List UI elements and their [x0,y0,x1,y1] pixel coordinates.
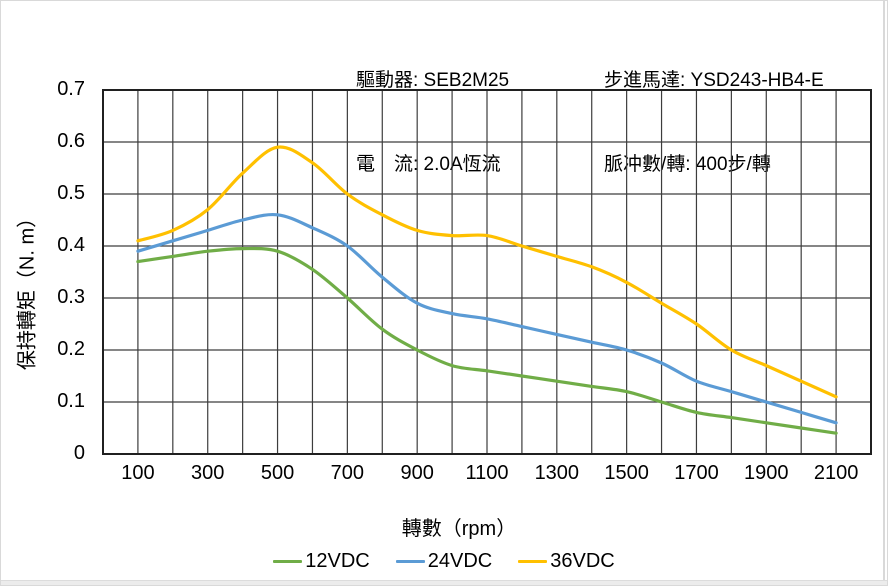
legend-line-24vdc-icon [395,559,425,564]
current-info: 電 流: 2.0A恆流 [356,154,501,175]
window-edge-bottom [1,580,887,585]
driver-info: 驅動器: SEB2M25 [356,70,510,91]
x-tick-label: 1900 [744,462,789,484]
legend-item-24vdc: 24VDC [395,550,493,573]
legend: 12VDC 24VDC 36VDC [1,550,887,573]
legend-item-12vdc: 12VDC [273,550,370,573]
gridlines [103,90,871,454]
y-tick-label: 0.2 [57,338,85,360]
y-tick-label: 0.4 [57,234,85,256]
x-tick-label: 2100 [813,462,859,484]
x-tick-label: 1300 [534,462,580,484]
y-tick-label: 0.1 [57,390,85,412]
legend-line-12vdc-icon [273,559,303,564]
y-tick-label: 0.5 [57,182,85,204]
legend-label-12vdc: 12VDC [305,550,370,572]
series-12vdc-line [136,246,838,435]
plot-border [102,89,872,455]
x-tick-label: 1700 [674,462,719,484]
motor-info: 步進馬達: YSD243-HB4-E [604,70,824,91]
x-tick-label: 700 [330,462,365,484]
x-axis-title: 轉數（rpm） [401,518,517,540]
y-tick-label: 0.3 [57,286,85,308]
series-24vdc-line [136,212,838,425]
x-tick-label: 100 [121,462,155,484]
pulses-info: 脈冲數/轉: 400步/轉 [604,154,771,175]
x-tick-label: 300 [191,462,225,484]
legend-label-36vdc: 36VDC [550,550,615,572]
legend-label-24vdc: 24VDC [427,550,493,572]
series-36vdc-line [136,145,838,399]
x-tick-label: 900 [400,462,434,484]
y-tick-label: 0.6 [57,130,85,152]
x-tick-label: 1500 [604,462,649,484]
y-tick-label: 0.7 [57,78,85,100]
header-left-column: 驅動器: SEB2M25 電 流: 2.0A恆流 [356,11,509,235]
legend-line-36vdc-icon [518,559,548,564]
y-tick-label: 0 [73,442,85,464]
legend-item-36vdc: 36VDC [518,550,615,573]
window-edge-right [883,1,885,585]
x-tick-label: 500 [260,462,295,484]
header-right-column: 步進馬達: YSD243-HB4-E 脈冲數/轉: 400步/轉 [604,11,824,235]
x-tick-label: 1100 [465,462,509,484]
